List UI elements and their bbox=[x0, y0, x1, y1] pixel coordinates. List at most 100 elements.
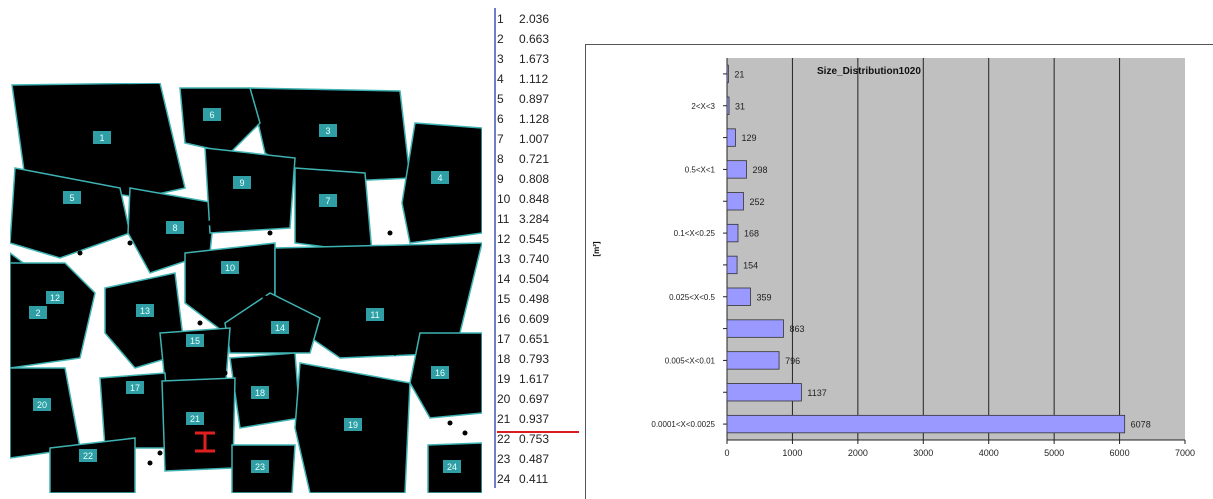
bar-value-label: 796 bbox=[785, 356, 800, 366]
category-label: 2<X<3 bbox=[691, 102, 715, 111]
pore bbox=[297, 250, 303, 256]
pore bbox=[267, 230, 273, 236]
table-row: 22 0.753 bbox=[497, 430, 569, 448]
grain-7 bbox=[294, 167, 373, 254]
grain-label-box bbox=[319, 124, 337, 137]
grain-label-box bbox=[344, 418, 362, 431]
row-area-value: 0.663 bbox=[519, 32, 550, 46]
grain-label-box bbox=[319, 194, 337, 207]
grain-label-box bbox=[93, 131, 111, 144]
row-id: 10 bbox=[497, 192, 511, 206]
pore bbox=[402, 260, 408, 266]
row-area-value: 0.740 bbox=[519, 252, 550, 266]
grain-9 bbox=[204, 147, 296, 234]
grain-label: 6 bbox=[209, 110, 214, 120]
pore bbox=[392, 350, 398, 356]
bar-value-label: 21 bbox=[734, 69, 744, 79]
pore bbox=[147, 460, 153, 466]
x-tick-label: 1000 bbox=[782, 448, 802, 458]
table-row: 1 2.036 bbox=[497, 10, 569, 28]
table-row: 21 0.937 bbox=[497, 410, 569, 428]
category-label: 0.005<X<0.01 bbox=[665, 356, 716, 365]
grain-label: 15 bbox=[190, 336, 200, 346]
grain-label: 4 bbox=[437, 173, 442, 183]
table-row: 14 0.504 bbox=[497, 270, 569, 288]
bar bbox=[726, 383, 802, 402]
x-tick-label: 5000 bbox=[1044, 448, 1064, 458]
scale-bar-icon bbox=[195, 431, 215, 453]
pore bbox=[387, 230, 393, 236]
bar-value-label: 863 bbox=[789, 324, 804, 334]
grain-label-box bbox=[63, 191, 81, 204]
row-area-value: 0.793 bbox=[519, 352, 550, 366]
grain-label: 1 bbox=[99, 133, 104, 143]
grain-label-box bbox=[186, 412, 204, 425]
row-id: 22 bbox=[497, 432, 511, 446]
grain-label: 19 bbox=[348, 420, 358, 430]
category-label: 0.025<X<0.5 bbox=[669, 293, 715, 302]
pore bbox=[77, 250, 83, 256]
row-area-value: 0.753 bbox=[519, 432, 550, 446]
x-tick-label: 7000 bbox=[1175, 448, 1195, 458]
grain-label-box bbox=[271, 321, 289, 334]
grain-label-box bbox=[431, 171, 449, 184]
bar bbox=[726, 287, 751, 306]
grain-label-box bbox=[251, 460, 269, 473]
bar-value-label: 298 bbox=[752, 165, 767, 175]
table-row: 9 0.808 bbox=[497, 170, 569, 188]
grain-label-box bbox=[203, 108, 221, 121]
row-id: 11 bbox=[497, 212, 510, 226]
row-id: 14 bbox=[497, 272, 511, 286]
row-area-value: 0.697 bbox=[519, 392, 550, 406]
pore bbox=[207, 220, 213, 226]
grain-label-box bbox=[251, 386, 269, 399]
pore bbox=[447, 260, 453, 266]
row-area-value: 3.284 bbox=[519, 212, 550, 226]
row-id: 9 bbox=[497, 172, 504, 186]
grain-label-box bbox=[366, 308, 384, 321]
bar-value-label: 6078 bbox=[1131, 420, 1151, 430]
grain-label: 20 bbox=[37, 400, 47, 410]
size-distribution-chart: 0 1000 2000 3000 4000 5000 6000 7000 6078 0.0001<… bbox=[585, 44, 1213, 499]
pore bbox=[307, 185, 313, 191]
grain-22 bbox=[49, 437, 136, 493]
grain-label-box bbox=[29, 306, 47, 319]
grain-label-box bbox=[126, 381, 144, 394]
pore bbox=[127, 240, 133, 246]
grain-label-box bbox=[221, 261, 239, 274]
table-row: 12 0.545 bbox=[497, 230, 569, 248]
bar-value-label: 252 bbox=[749, 197, 764, 207]
row-area-value: 0.504 bbox=[519, 272, 550, 286]
row-id: 1 bbox=[497, 12, 504, 26]
bar bbox=[726, 160, 747, 179]
row-id: 21 bbox=[497, 412, 511, 426]
x-tick-label: 6000 bbox=[1110, 448, 1130, 458]
row-id: 16 bbox=[497, 312, 511, 326]
row-area-value: 0.937 bbox=[519, 412, 550, 426]
row-id: 19 bbox=[497, 372, 511, 386]
grain-label-box bbox=[166, 221, 184, 234]
grain-label-box bbox=[233, 176, 251, 189]
bar bbox=[726, 255, 738, 275]
table-row: 24 0.411 bbox=[497, 470, 569, 488]
table-row: 10 0.848 bbox=[497, 190, 569, 208]
grain-label-box bbox=[136, 304, 154, 317]
row-area-value: 1.617 bbox=[519, 372, 550, 386]
grain-label-box bbox=[46, 291, 64, 304]
bar-value-label: 168 bbox=[744, 229, 759, 239]
table-left-rule bbox=[494, 8, 496, 488]
grain-label-box bbox=[33, 398, 51, 411]
category-label: 0.0001<X<0.0025 bbox=[651, 420, 715, 429]
pore bbox=[142, 250, 148, 256]
bar bbox=[726, 351, 780, 370]
row-id: 24 bbox=[497, 472, 511, 486]
grain-label: 8 bbox=[172, 223, 177, 233]
row-area-value: 1.007 bbox=[519, 132, 550, 146]
table-row: 3 1.673 bbox=[497, 50, 569, 68]
row-id: 7 bbox=[497, 132, 504, 146]
table-row: 16 0.609 bbox=[497, 310, 569, 328]
pore bbox=[157, 450, 163, 456]
row-area-value: 2.036 bbox=[519, 12, 550, 26]
table-row: 23 0.487 bbox=[497, 450, 569, 468]
grain-label-box bbox=[79, 449, 97, 462]
